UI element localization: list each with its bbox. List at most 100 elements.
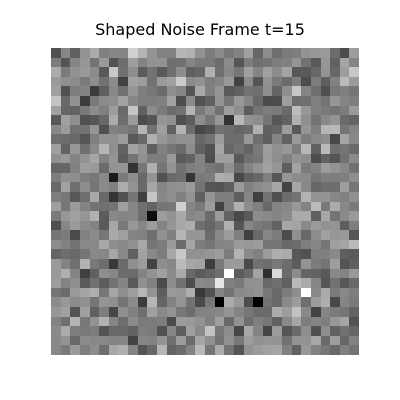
noise-pixel (185, 201, 196, 212)
noise-pixel (205, 345, 215, 355)
noise-pixel (156, 153, 167, 164)
noise-pixel (233, 297, 244, 308)
noise-pixel (291, 211, 302, 221)
noise-pixel (51, 143, 61, 154)
noise-pixel (214, 239, 225, 250)
noise-pixel (70, 115, 80, 125)
noise-pixel (282, 316, 292, 327)
noise-pixel (137, 307, 148, 317)
noise-pixel (195, 268, 205, 279)
noise-pixel (310, 335, 321, 346)
noise-pixel (291, 182, 302, 192)
noise-pixel (99, 153, 109, 164)
noise-pixel (60, 191, 71, 202)
noise-pixel (70, 153, 80, 164)
noise-pixel (282, 76, 292, 87)
noise-pixel (156, 297, 167, 308)
noise-pixel (108, 163, 119, 173)
noise-pixel (301, 143, 311, 154)
noise-pixel (272, 163, 282, 173)
noise-pixel (137, 201, 148, 212)
noise-pixel (330, 249, 340, 260)
noise-pixel (51, 278, 61, 288)
noise-pixel (70, 201, 80, 212)
noise-pixel (262, 201, 273, 212)
noise-pixel (291, 153, 302, 164)
noise-pixel (205, 67, 215, 77)
noise-pixel (301, 211, 311, 221)
noise-pixel (310, 278, 321, 288)
noise-pixel (137, 95, 148, 106)
noise-pixel (79, 201, 90, 212)
noise-pixel (233, 48, 244, 58)
noise-pixel (214, 134, 225, 144)
noise-pixel (108, 345, 119, 355)
noise-pixel (291, 278, 302, 288)
noise-pixel (243, 95, 254, 106)
noise-pixel (51, 335, 61, 346)
noise-pixel (301, 326, 311, 336)
noise-pixel (330, 163, 340, 173)
noise-pixel (233, 316, 244, 327)
noise-pixel (118, 201, 128, 212)
noise-pixel (262, 95, 273, 106)
noise-pixel (99, 220, 109, 231)
noise-pixel (185, 249, 196, 260)
noise-pixel (60, 316, 71, 327)
noise-pixel (108, 287, 119, 298)
noise-pixel (60, 201, 71, 212)
noise-pixel (147, 163, 157, 173)
noise-pixel (79, 220, 90, 231)
noise-pixel (320, 220, 331, 231)
noise-pixel (79, 67, 90, 77)
noise-pixel (291, 95, 302, 106)
figure-title: Shaped Noise Frame t=15 (95, 20, 305, 39)
noise-pixel (118, 86, 128, 96)
noise-pixel (108, 95, 119, 106)
noise-pixel (310, 230, 321, 240)
noise-pixel (108, 172, 119, 183)
noise-pixel (79, 163, 90, 173)
noise-pixel (51, 67, 61, 77)
noise-pixel (243, 115, 254, 125)
noise-pixel (60, 278, 71, 288)
noise-pixel (185, 124, 196, 135)
noise-pixel (301, 163, 311, 173)
noise-pixel (233, 105, 244, 116)
noise-pixel (339, 220, 350, 231)
noise-pixel (99, 239, 109, 250)
noise-pixel (339, 124, 350, 135)
noise-pixel (272, 259, 282, 269)
noise-pixel (320, 76, 331, 87)
noise-pixel (137, 239, 148, 250)
noise-pixel (137, 115, 148, 125)
noise-pixel (137, 191, 148, 202)
noise-pixel (89, 268, 100, 279)
noise-pixel (147, 143, 157, 154)
noise-pixel (156, 201, 167, 212)
noise-pixel (108, 211, 119, 221)
noise-pixel (301, 239, 311, 250)
noise-pixel (301, 278, 311, 288)
noise-pixel (195, 134, 205, 144)
noise-pixel (185, 316, 196, 327)
noise-pixel (301, 172, 311, 183)
noise-pixel (253, 124, 263, 135)
noise-pixel (156, 95, 167, 106)
noise-pixel (310, 172, 321, 183)
noise-pixel (128, 230, 138, 240)
noise-pixel (320, 278, 331, 288)
noise-pixel (70, 220, 80, 231)
noise-pixel (339, 143, 350, 154)
noise-pixel (272, 134, 282, 144)
noise-pixel (272, 105, 282, 116)
noise-pixel (339, 201, 350, 212)
noise-pixel (108, 307, 119, 317)
noise-pixel (128, 143, 138, 154)
noise-pixel (224, 67, 234, 77)
noise-pixel (320, 259, 331, 269)
noise-pixel (320, 335, 331, 346)
noise-pixel (147, 48, 157, 58)
noise-pixel (330, 326, 340, 336)
noise-pixel (253, 57, 263, 68)
